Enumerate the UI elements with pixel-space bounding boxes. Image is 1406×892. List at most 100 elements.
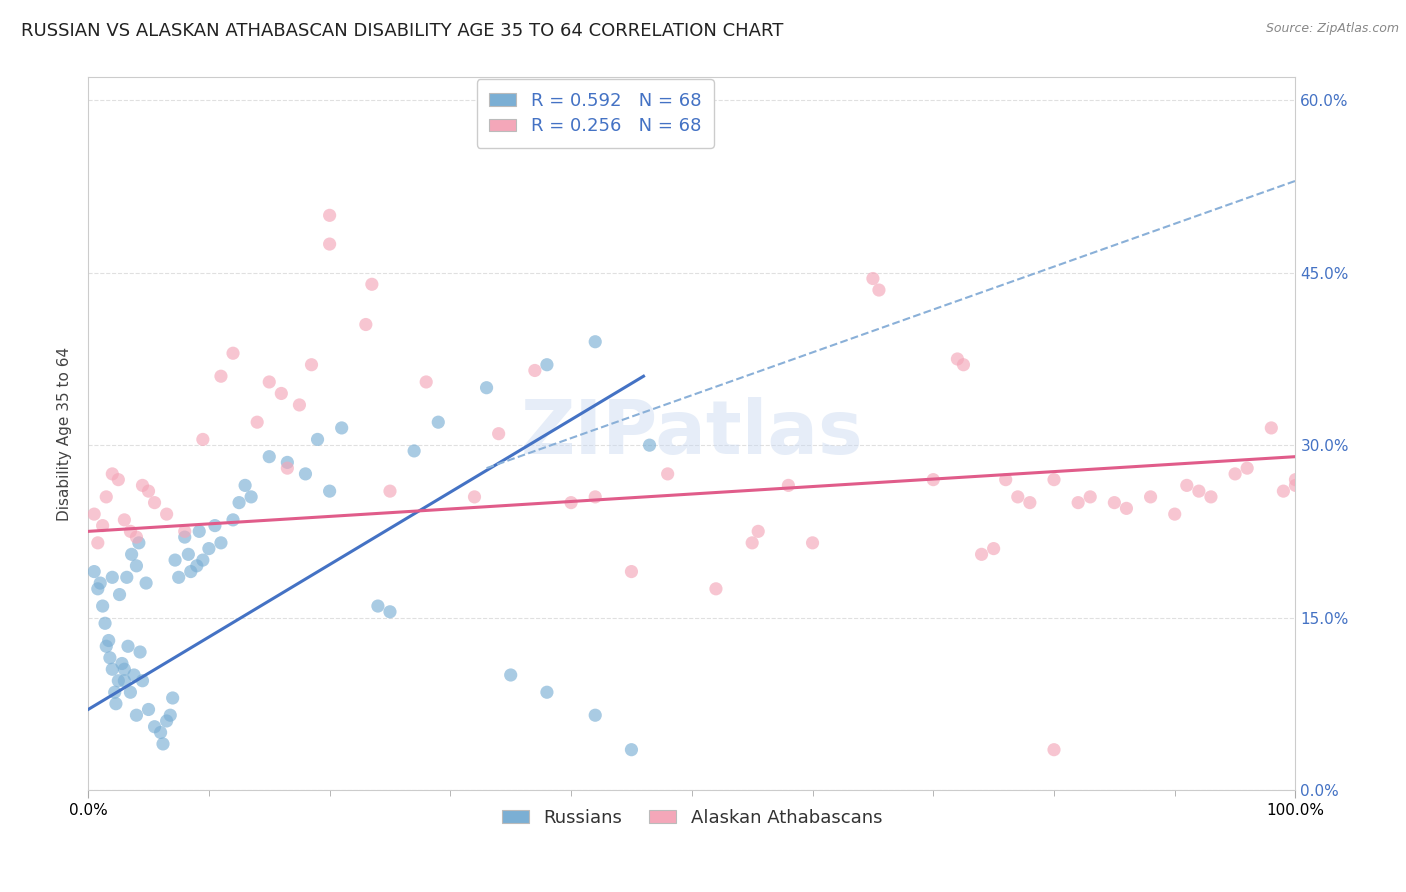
Point	[125, 558, 148, 573]
Point	[131, 673, 153, 688]
Point	[91, 599, 114, 613]
Point	[378, 605, 401, 619]
Point	[104, 685, 127, 699]
Point	[318, 237, 340, 252]
Point	[98, 650, 121, 665]
Point	[204, 518, 226, 533]
Point	[162, 690, 184, 705]
Point	[536, 358, 558, 372]
Point	[165, 553, 187, 567]
Point	[108, 588, 131, 602]
Point	[125, 708, 148, 723]
Point	[94, 616, 117, 631]
Point	[138, 702, 160, 716]
Point	[778, 478, 800, 492]
Point	[1115, 501, 1137, 516]
Point	[222, 346, 245, 360]
Point	[488, 426, 510, 441]
Point	[209, 536, 232, 550]
Point	[167, 570, 190, 584]
Point	[121, 547, 143, 561]
Point	[741, 536, 763, 550]
Point	[946, 351, 969, 366]
Point	[868, 283, 890, 297]
Point	[583, 334, 606, 349]
Point	[330, 421, 353, 435]
Point	[120, 524, 142, 539]
Text: RUSSIAN VS ALASKAN ATHABASCAN DISABILITY AGE 35 TO 64 CORRELATION CHART: RUSSIAN VS ALASKAN ATHABASCAN DISABILITY…	[21, 22, 783, 40]
Point	[415, 375, 437, 389]
Point	[862, 271, 884, 285]
Point	[638, 438, 661, 452]
Point	[87, 536, 110, 550]
Point	[87, 582, 110, 596]
Point	[101, 662, 124, 676]
Point	[354, 318, 377, 332]
Point	[112, 662, 135, 676]
Y-axis label: Disability Age 35 to 64: Disability Age 35 to 64	[58, 347, 72, 521]
Point	[1007, 490, 1029, 504]
Point	[101, 570, 124, 584]
Point	[620, 742, 643, 756]
Point	[1139, 490, 1161, 504]
Point	[177, 547, 200, 561]
Point	[657, 467, 679, 481]
Point	[156, 714, 179, 728]
Point	[222, 513, 245, 527]
Legend: Russians, Alaskan Athabascans: Russians, Alaskan Athabascans	[495, 802, 889, 834]
Point	[101, 467, 124, 481]
Point	[120, 685, 142, 699]
Point	[1018, 495, 1040, 509]
Point	[1272, 484, 1295, 499]
Point	[922, 473, 945, 487]
Point	[583, 708, 606, 723]
Point	[1043, 473, 1066, 487]
Point	[257, 450, 280, 464]
Point	[104, 697, 127, 711]
Point	[240, 490, 263, 504]
Point	[91, 518, 114, 533]
Point	[288, 398, 311, 412]
Point	[1043, 742, 1066, 756]
Point	[560, 495, 582, 509]
Point	[83, 507, 105, 521]
Point	[994, 473, 1017, 487]
Point	[523, 363, 546, 377]
Point	[747, 524, 769, 539]
Point	[294, 467, 316, 481]
Point	[143, 720, 166, 734]
Point	[138, 484, 160, 499]
Point	[952, 358, 974, 372]
Point	[1104, 495, 1126, 509]
Point	[135, 576, 157, 591]
Point	[1223, 467, 1246, 481]
Point	[233, 478, 256, 492]
Point	[1164, 507, 1187, 521]
Point	[191, 553, 214, 567]
Point	[257, 375, 280, 389]
Point	[801, 536, 824, 550]
Point	[173, 530, 195, 544]
Point	[1236, 461, 1258, 475]
Point	[307, 433, 329, 447]
Point	[318, 208, 340, 222]
Point	[186, 558, 208, 573]
Point	[228, 495, 250, 509]
Point	[107, 673, 129, 688]
Point	[96, 640, 118, 654]
Point	[276, 455, 298, 469]
Point	[117, 640, 139, 654]
Point	[209, 369, 232, 384]
Point	[115, 570, 138, 584]
Point	[270, 386, 292, 401]
Point	[970, 547, 993, 561]
Text: Source: ZipAtlas.com: Source: ZipAtlas.com	[1265, 22, 1399, 36]
Point	[198, 541, 221, 556]
Point	[1284, 478, 1306, 492]
Point	[1067, 495, 1090, 509]
Point	[1260, 421, 1282, 435]
Point	[583, 490, 606, 504]
Point	[149, 725, 172, 739]
Point	[301, 358, 323, 372]
Point	[191, 433, 214, 447]
